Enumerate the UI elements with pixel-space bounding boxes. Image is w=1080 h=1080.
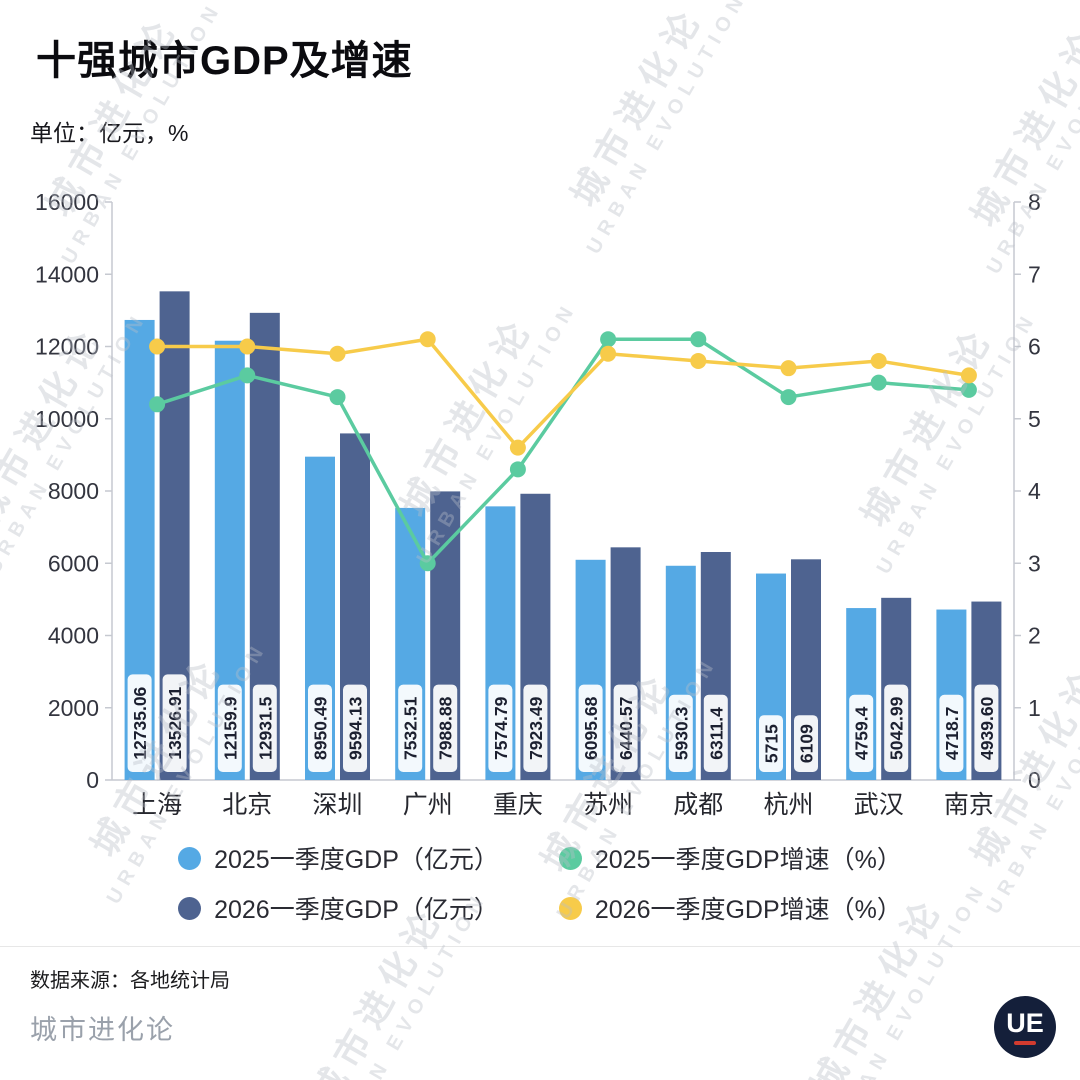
- svg-text:13526.91: 13526.91: [165, 686, 185, 759]
- svg-text:1: 1: [1028, 695, 1041, 721]
- brand-logo-text: UE: [1006, 1007, 1044, 1038]
- legend-label-growth-2026: 2026一季度GDP增速（%）: [594, 896, 902, 924]
- svg-text:8: 8: [1028, 189, 1041, 215]
- data-source: 数据来源：各地统计局: [0, 946, 1080, 993]
- svg-text:上海: 上海: [132, 791, 182, 819]
- svg-text:6000: 6000: [48, 550, 99, 576]
- svg-text:6440.57: 6440.57: [616, 697, 636, 760]
- svg-text:武汉: 武汉: [854, 791, 904, 819]
- chart-legend: 2025一季度GDP（亿元） 2025一季度GDP增速（%） 2026一季度GD…: [0, 840, 1080, 926]
- legend-dot-gdp-2026-icon: [178, 896, 202, 920]
- unit-note: 单位：亿元，%: [30, 120, 189, 146]
- legend-label-gdp-2026: 2026一季度GDP（亿元）: [214, 896, 499, 924]
- svg-text:7923.49: 7923.49: [526, 696, 546, 760]
- svg-text:6109: 6109: [797, 724, 817, 763]
- legend-dot-growth-2026-icon: [558, 896, 582, 920]
- svg-text:重庆: 重庆: [493, 791, 543, 819]
- svg-text:12931.5: 12931.5: [255, 696, 275, 760]
- footer: 城市进化论 UE: [30, 996, 1056, 1058]
- svg-text:5930.3: 5930.3: [671, 706, 691, 760]
- svg-text:8000: 8000: [48, 478, 99, 504]
- svg-text:苏州: 苏州: [583, 791, 633, 819]
- legend-dot-gdp-2025-icon: [178, 846, 202, 870]
- svg-text:6095.68: 6095.68: [581, 696, 601, 760]
- svg-text:3: 3: [1028, 550, 1041, 576]
- svg-text:2000: 2000: [48, 695, 99, 721]
- svg-text:深圳: 深圳: [312, 791, 362, 819]
- svg-text:5: 5: [1028, 406, 1041, 432]
- legend-label-growth-2025: 2025一季度GDP增速（%）: [594, 846, 902, 874]
- svg-text:4759.4: 4759.4: [852, 706, 872, 760]
- svg-text:7988.88: 7988.88: [436, 696, 456, 760]
- gdp-combo-chart: 0200040006000800010000120001400016000012…: [35, 189, 1041, 819]
- svg-text:4718.7: 4718.7: [942, 707, 962, 761]
- legend-item-growth-2025: 2025一季度GDP增速（%）: [558, 840, 902, 876]
- svg-text:2: 2: [1028, 623, 1041, 649]
- brand-logo: UE: [994, 996, 1056, 1058]
- svg-text:杭州: 杭州: [763, 791, 813, 819]
- svg-text:9594.13: 9594.13: [346, 696, 366, 760]
- brand-name: 城市进化论: [30, 1014, 175, 1045]
- svg-text:8950.49: 8950.49: [311, 696, 331, 760]
- svg-text:6: 6: [1028, 334, 1041, 360]
- svg-text:16000: 16000: [35, 189, 99, 215]
- brand-logo-accent: [1014, 1040, 1036, 1045]
- svg-text:北京: 北京: [222, 791, 272, 819]
- svg-text:5042.99: 5042.99: [887, 696, 907, 760]
- legend-dot-growth-2025-icon: [558, 846, 582, 870]
- svg-text:6311.4: 6311.4: [706, 707, 726, 760]
- svg-text:14000: 14000: [35, 261, 99, 287]
- svg-text:广州: 广州: [403, 791, 453, 819]
- svg-text:7532.51: 7532.51: [401, 696, 421, 760]
- legend-item-growth-2026: 2026一季度GDP增速（%）: [558, 890, 902, 926]
- svg-text:7574.79: 7574.79: [491, 696, 511, 760]
- svg-text:南京: 南京: [944, 791, 994, 819]
- svg-text:4000: 4000: [48, 623, 99, 649]
- svg-text:成都: 成都: [673, 791, 723, 819]
- svg-text:10000: 10000: [35, 406, 99, 432]
- svg-text:12000: 12000: [35, 334, 99, 360]
- svg-text:0: 0: [1028, 767, 1041, 793]
- legend-label-gdp-2025: 2025一季度GDP（亿元）: [214, 846, 499, 874]
- svg-text:5715: 5715: [762, 724, 782, 763]
- legend-item-gdp-2026: 2026一季度GDP（亿元）: [178, 890, 499, 926]
- legend-item-gdp-2025: 2025一季度GDP（亿元）: [178, 840, 499, 876]
- svg-text:12159.9: 12159.9: [220, 696, 240, 760]
- svg-text:12735.06: 12735.06: [130, 686, 150, 759]
- svg-text:4939.60: 4939.60: [977, 696, 997, 760]
- page-title: 十强城市GDP及增速: [36, 39, 413, 83]
- svg-text:0: 0: [86, 767, 99, 793]
- svg-text:7: 7: [1028, 261, 1041, 287]
- svg-text:4: 4: [1028, 478, 1041, 504]
